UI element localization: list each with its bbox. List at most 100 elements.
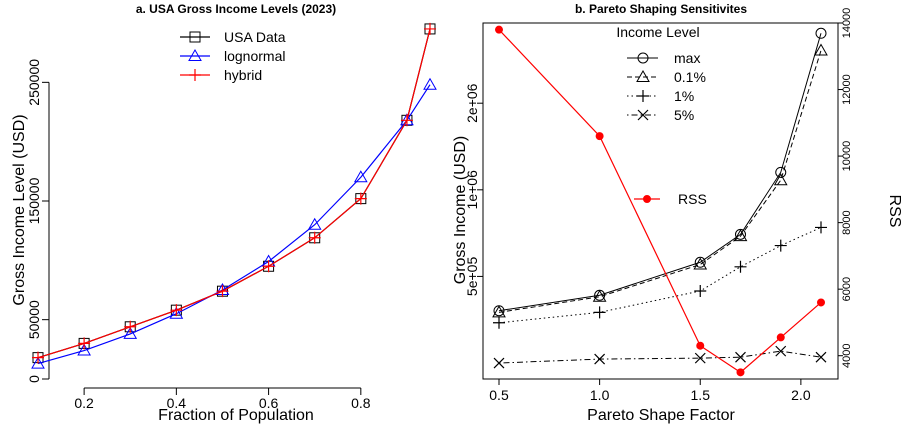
data-point [77, 343, 91, 356]
series-rss [495, 25, 825, 377]
panel-b-y2-tick-label: 4000 [841, 343, 853, 367]
legend-marker [189, 31, 201, 43]
panel-b-ylabel: Gross Income (USD) [452, 136, 469, 284]
legend-label: 0.1% [674, 69, 706, 85]
legend-entry: USA Data [180, 29, 286, 45]
data-point [817, 298, 825, 307]
panel-b-xlabel: Pareto Shape Factor [587, 407, 735, 424]
data-point [216, 285, 229, 298]
panel-b-y-tick-label: 5e+05 [464, 257, 480, 297]
legend-marker [637, 90, 649, 102]
data-point [353, 170, 368, 183]
data-point [815, 27, 827, 39]
panel-b-title: b. Pareto Shaping Sensitivites [575, 2, 747, 16]
data-point [262, 260, 275, 273]
panel-b-y2-tick-label: 10000 [841, 141, 853, 172]
panel-a-x-tick-label: 0.4 [167, 395, 187, 411]
legend-entry: lognormal [180, 48, 285, 64]
series-0-1pct [492, 43, 828, 318]
panel-a-y-tick-label: 250000 [26, 59, 42, 106]
data-point [493, 357, 505, 369]
panel-b-x-tick-label: 2.0 [791, 387, 811, 403]
legend-entry: 1% [627, 88, 694, 104]
panel-a-x-tick-label: 0.6 [259, 395, 279, 411]
panel-b-series [492, 25, 828, 377]
panel-b-y2-tick-label: 14000 [841, 8, 853, 39]
data-point [595, 132, 604, 141]
data-point [814, 43, 828, 56]
panel-a-y-tick-label: 50000 [26, 300, 42, 339]
series-max [493, 27, 827, 317]
panel-b-legend-title: Income Level [616, 24, 699, 40]
panel-a-x-tick-label: 0.8 [351, 395, 371, 411]
data-point [693, 257, 708, 270]
panel-b-x-tick-label: 1.5 [691, 387, 711, 403]
series-hybrid [32, 22, 436, 364]
legend-entry: max [627, 50, 700, 66]
data-point [31, 356, 45, 369]
legend-label: hybrid [224, 67, 262, 83]
legend-label: 5% [674, 107, 694, 123]
series-line [37, 28, 431, 359]
legend-label: RSS [678, 191, 707, 207]
panel-b-y2-axis: 4000 6000 8000 10000 12000 14000 [838, 8, 853, 368]
panel-a-y-axis: 0 50000 150000 250000 [26, 59, 50, 383]
legend-entry-rss: RSS [634, 191, 707, 207]
panel-a-series [31, 22, 437, 369]
series-line [37, 84, 431, 365]
panel-a-title: a. USA Gross Income Levels (2023) [136, 2, 336, 16]
panel-b-x-tick-label: 1.0 [590, 387, 610, 403]
panel-a-xlabel: Fraction of Population [158, 407, 314, 424]
data-point [776, 333, 785, 342]
data-point [773, 173, 788, 186]
data-point [592, 289, 607, 302]
data-point [593, 306, 606, 319]
panel-a-x-axis: 0.2 0.4 0.6 0.8 [74, 387, 371, 411]
legend-label: USA Data [224, 29, 286, 45]
panel-b-y-axis: 5e+05 1e+06 2e+06 [464, 83, 483, 296]
data-point [815, 221, 827, 234]
data-point [124, 320, 137, 333]
data-point [423, 77, 437, 90]
panel-b-x-tick-label: 0.5 [489, 387, 509, 403]
legend-entry: 5% [627, 107, 694, 123]
series-line [498, 50, 822, 313]
legend-marker [189, 69, 201, 81]
data-point [815, 351, 827, 363]
data-point [694, 352, 706, 364]
panel-b-y-tick-label: 2e+06 [464, 83, 480, 123]
legend-label: max [674, 50, 700, 66]
legend-entry: 0.1% [627, 69, 706, 85]
data-point [774, 239, 787, 252]
series-line [498, 29, 822, 374]
panel-b-x-axis: 0.5 1.0 1.5 2.0 [489, 379, 811, 403]
data-point [354, 192, 367, 205]
data-point [594, 353, 606, 365]
data-point [78, 337, 91, 350]
data-point [735, 351, 746, 363]
panel-a-legend: USA Data lognormal hybrid [180, 29, 286, 83]
series-5pct [493, 345, 827, 369]
data-point [400, 114, 413, 127]
data-point [694, 256, 706, 268]
data-point [696, 341, 705, 350]
data-point [734, 260, 747, 273]
panel-a-x-tick-label: 0.2 [74, 395, 94, 411]
data-point [123, 326, 138, 339]
data-point [733, 229, 748, 242]
panel-b-legend: Income Level max 0.1% 1% 5% RSS [616, 24, 706, 207]
panel-b-y2-tick-label: 12000 [841, 74, 853, 105]
data-point [170, 304, 183, 317]
legend-marker [637, 109, 649, 121]
data-point [308, 231, 321, 244]
legend-marker [188, 48, 202, 61]
data-point [775, 345, 787, 357]
panel-b-y2-tick-label: 6000 [841, 277, 853, 301]
series-1pct [493, 221, 827, 329]
panel-a-y-tick-label: 0 [26, 375, 42, 383]
data-point [775, 166, 787, 178]
legend-marker [637, 52, 649, 64]
series-line [498, 350, 822, 364]
panel-b: b. Pareto Shaping Sensitivites Pareto Sh… [452, 2, 903, 424]
